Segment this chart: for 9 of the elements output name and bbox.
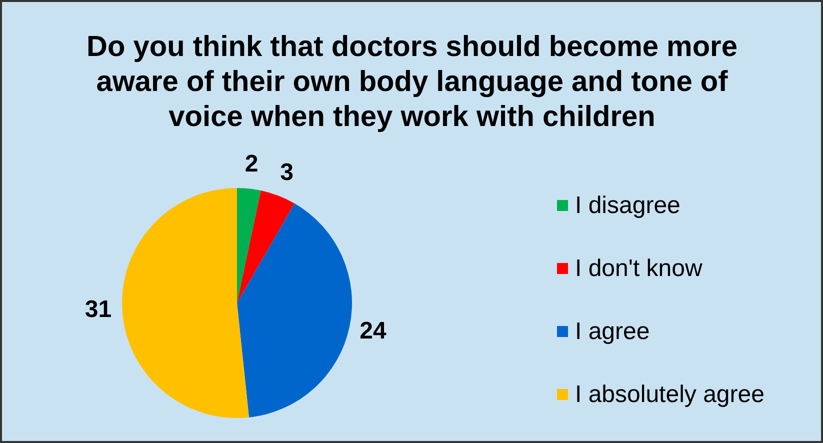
data-label: 24 bbox=[360, 318, 387, 345]
legend-label: I don't know bbox=[575, 254, 702, 282]
data-label: 3 bbox=[280, 158, 294, 186]
data-label: 2 bbox=[244, 150, 258, 178]
data-label: 31 bbox=[84, 296, 112, 323]
legend-label: I absolutely agree bbox=[575, 380, 764, 408]
chart-title: Do you think that doctors should become more aware of their own body language and tone of voice when they work with children bbox=[86, 30, 738, 135]
legend-label: I disagree bbox=[575, 192, 680, 220]
legend-label: I agree bbox=[575, 318, 650, 346]
